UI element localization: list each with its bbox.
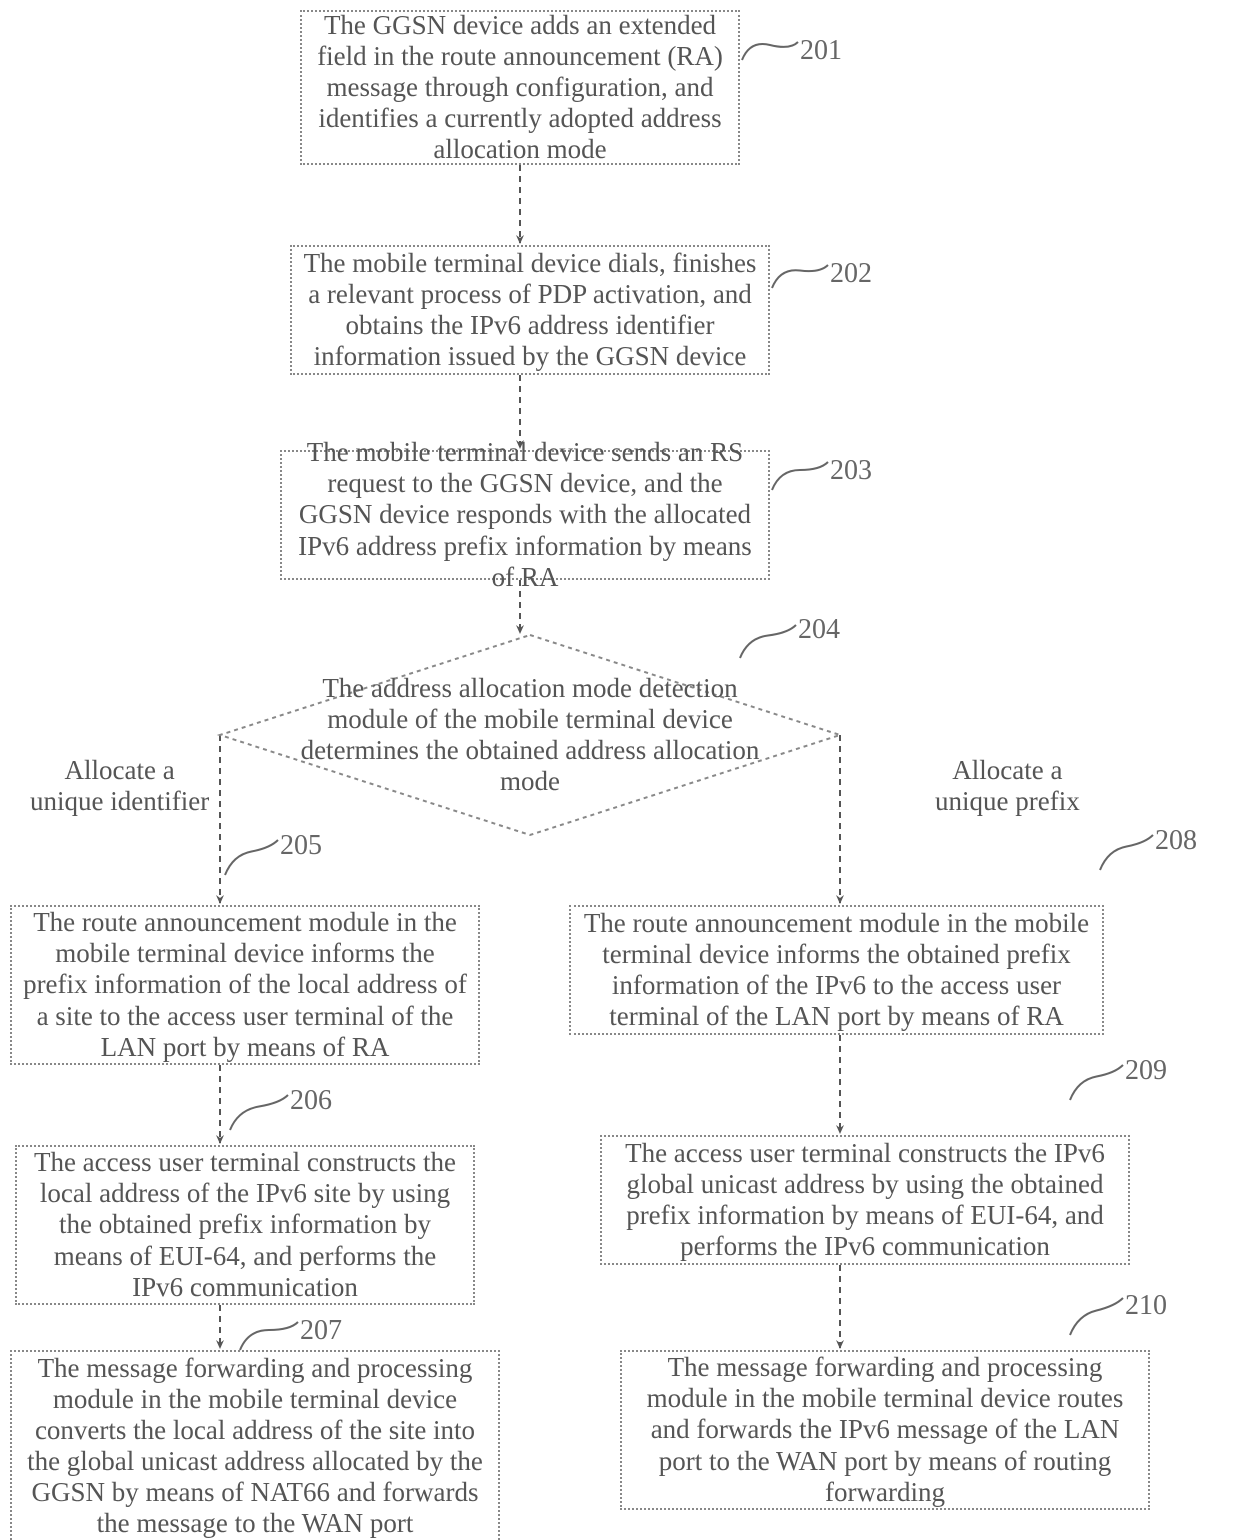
flow-node-204: The address allocation mode detection mo…: [300, 673, 760, 797]
flow-node-207: The message forwarding and processing mo…: [10, 1350, 500, 1540]
step-number-205: 205: [280, 830, 322, 862]
flow-node-text: The message forwarding and processing mo…: [22, 1353, 488, 1539]
flow-node-text: The message forwarding and processing mo…: [632, 1352, 1138, 1507]
flow-node-text: The route announcement module in the mob…: [581, 908, 1092, 1032]
flow-node-text: The mobile terminal device dials, finish…: [302, 248, 758, 372]
step-number-203: 203: [830, 455, 872, 487]
branch-label-0: Allocate aunique identifier: [30, 755, 209, 817]
step-number-207: 207: [300, 1315, 342, 1347]
flow-node-206: The access user terminal constructs the …: [15, 1145, 475, 1305]
flow-node-text: The access user terminal constructs the …: [612, 1138, 1118, 1262]
step-number-202: 202: [830, 258, 872, 290]
flow-node-203: The mobile terminal device sends an RS r…: [280, 450, 770, 580]
flow-node-208: The route announcement module in the mob…: [569, 905, 1104, 1035]
flow-node-text: The route announcement module in the mob…: [22, 907, 468, 1062]
flow-node-202: The mobile terminal device dials, finish…: [290, 245, 770, 375]
flow-node-205: The route announcement module in the mob…: [10, 905, 480, 1065]
flow-node-209: The access user terminal constructs the …: [600, 1135, 1130, 1265]
flow-node-210: The message forwarding and processing mo…: [620, 1350, 1150, 1510]
flow-node-201: The GGSN device adds an extended field i…: [300, 10, 740, 165]
flow-node-text: The address allocation mode detection mo…: [301, 673, 760, 796]
step-number-206: 206: [290, 1085, 332, 1117]
step-number-201: 201: [800, 35, 842, 67]
step-number-208: 208: [1155, 825, 1197, 857]
flow-node-text: The access user terminal constructs the …: [27, 1147, 463, 1302]
flow-node-text: The mobile terminal device sends an RS r…: [292, 437, 758, 592]
step-number-209: 209: [1125, 1055, 1167, 1087]
flow-node-text: The GGSN device adds an extended field i…: [312, 10, 728, 165]
step-number-210: 210: [1125, 1290, 1167, 1322]
step-number-204: 204: [798, 614, 840, 646]
branch-label-1: Allocate aunique prefix: [935, 755, 1080, 817]
